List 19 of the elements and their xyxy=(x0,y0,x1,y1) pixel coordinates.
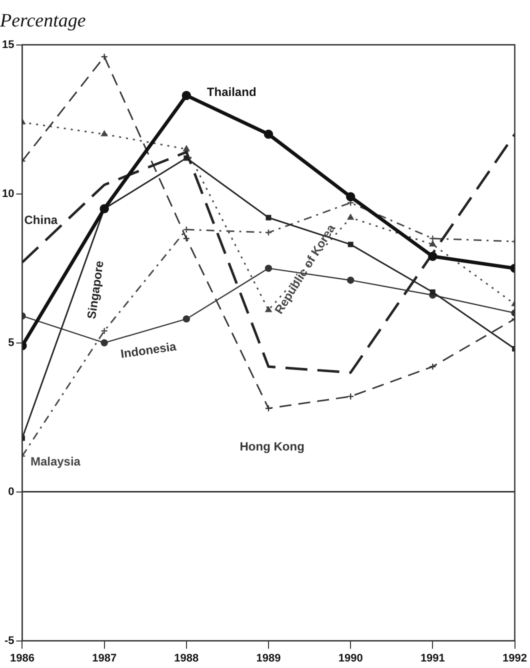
x-tick-label: 1988 xyxy=(174,652,199,664)
x-tick-label: 1990 xyxy=(338,652,363,664)
y-tick-label: -5 xyxy=(4,634,14,647)
series-label: Thailand xyxy=(206,84,256,99)
x-tick-label: 1991 xyxy=(420,652,445,664)
text: Indonesia xyxy=(120,339,178,361)
x-tick-label: 1986 xyxy=(10,652,34,664)
x-tick-label: 1992 xyxy=(502,652,528,664)
y-tick-label: 0 xyxy=(8,486,14,498)
x-tick-label: 1987 xyxy=(92,652,117,664)
text: Singapore xyxy=(84,260,106,320)
y-tick-label: 5 xyxy=(8,336,14,349)
y-tick-label: 10 xyxy=(2,188,14,200)
y-tick-label: 15 xyxy=(2,38,14,51)
x-tick-label: 1989 xyxy=(256,652,281,664)
series-label: Malaysia xyxy=(30,454,81,468)
series-label: China xyxy=(24,212,58,227)
y-axis-title: Percentage xyxy=(0,10,86,32)
text: Hong Kong xyxy=(240,439,304,454)
